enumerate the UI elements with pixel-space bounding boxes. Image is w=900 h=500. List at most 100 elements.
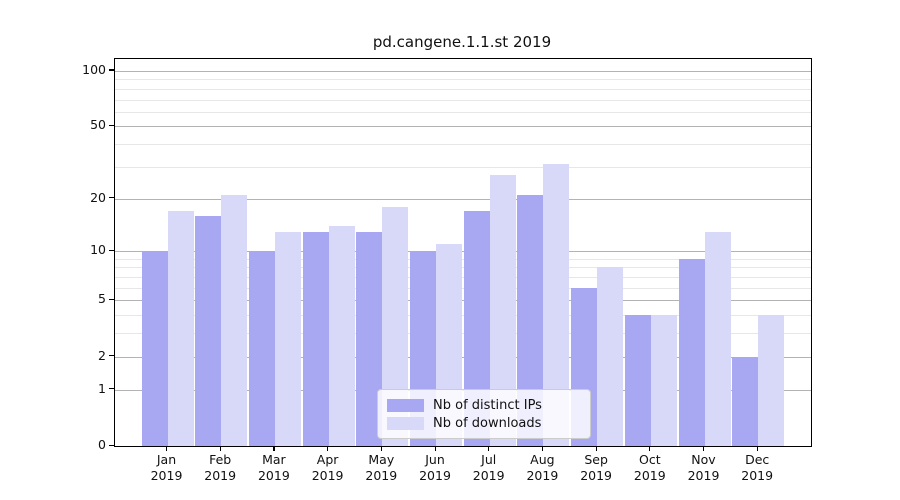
x-tick-mark [273,446,275,451]
x-tick-year: 2019 [741,468,774,483]
legend-swatch-distinct-ips [387,398,424,412]
bar-distinct-ips-mar [248,251,275,446]
legend-item-distinct-ips: Nb of distinct IPs [387,396,580,414]
minor-gridline [115,287,811,289]
plot-area [114,58,812,447]
x-tick-label-aug: Aug 2019 [512,452,572,484]
x-tick-year: 2019 [150,468,183,483]
x-tick-year: 2019 [311,468,344,483]
x-tick-year: 2019 [472,468,505,483]
x-tick-month: Oct [638,452,661,467]
major-gridline [115,356,811,358]
x-tick-year: 2019 [204,468,237,483]
minor-gridline [115,111,811,113]
x-tick-label-sep: Sep 2019 [566,452,626,484]
x-tick-label-nov: Nov 2019 [674,452,734,484]
y-tick-label: 50 [90,117,106,133]
bar-distinct-ips-oct [624,315,651,446]
minor-gridline [115,144,811,146]
major-gridline [115,70,811,72]
y-tick-label: 1 [98,380,106,396]
major-gridline [115,126,811,128]
x-tick-mark [219,446,221,451]
x-tick-month: Jan [156,452,177,467]
bar-downloads-dec [758,315,785,446]
x-tick-mark [541,446,544,451]
chart-title: pd.cangene.1.1.st 2019 [372,33,552,51]
x-tick-label-oct: Oct 2019 [620,452,680,484]
bar-downloads-sep [597,267,624,446]
minor-gridline [115,276,811,278]
x-tick-year: 2019 [526,468,559,483]
x-tick-mark [649,446,651,451]
bar-downloads-feb [221,194,248,446]
x-tick-mark [166,446,168,451]
bar-downloads-nov [704,231,731,446]
x-tick-label-jun: Jun 2019 [405,452,465,484]
x-tick-mark [756,446,758,451]
x-tick-label-dec: Dec 2019 [727,452,787,484]
x-tick-mark [595,446,597,451]
y-tick-label: 2 [98,347,106,363]
x-tick-year: 2019 [580,468,612,483]
y-tick-label: 20 [90,189,106,205]
major-gridline [115,300,811,302]
x-tick-year: 2019 [365,468,398,483]
y-tick-mark [109,298,114,301]
bar-distinct-ips-feb [195,215,222,446]
y-tick-mark [109,124,114,127]
minor-gridline [115,315,811,317]
x-tick-mark [488,446,490,451]
x-tick-month: Dec [745,452,770,467]
x-tick-month: Apr [316,452,339,467]
x-tick-month: Aug [530,452,555,467]
legend-item-downloads: Nb of downloads [387,414,580,432]
x-tick-mark [434,446,436,451]
minor-gridline [115,99,811,101]
x-tick-year: 2019 [633,468,666,483]
y-tick-mark [109,197,114,199]
x-tick-month: Jul [481,452,497,467]
x-tick-year: 2019 [687,468,720,483]
y-tick-label: 100 [82,61,106,77]
bar-distinct-ips-nov [678,258,705,446]
x-tick-month: Jun [425,452,445,467]
minor-gridline [115,166,811,168]
minor-gridline [115,258,811,260]
x-tick-month: Sep [584,452,608,467]
bar-downloads-mar [274,231,301,446]
legend: Nb of distinct IPs Nb of downloads [377,389,591,439]
y-tick-label: 0 [98,437,106,452]
x-tick-mark [327,446,329,451]
minor-gridline [115,88,811,90]
minor-gridline [115,333,811,335]
x-tick-month: Nov [691,452,716,467]
legend-swatch-downloads [387,416,424,430]
legend-label: Nb of distinct IPs [433,397,542,413]
x-tick-mark [380,446,382,451]
x-tick-label-mar: Mar 2019 [244,452,304,484]
major-gridline [115,198,811,200]
x-tick-label-apr: Apr 2019 [298,452,358,484]
x-tick-mark [703,446,705,451]
x-tick-label-may: May 2019 [351,452,411,484]
y-tick-mark [109,69,114,71]
x-tick-month: May [368,452,395,467]
minor-gridline [115,79,811,81]
bar-distinct-ips-dec [732,356,759,446]
x-tick-year: 2019 [419,468,451,483]
x-tick-label-feb: Feb 2019 [190,452,250,484]
x-tick-year: 2019 [257,468,290,483]
bar-downloads-jan [167,211,194,446]
bar-distinct-ips-jan [141,251,168,446]
y-tick-label: 5 [98,291,106,307]
y-tick-mark [109,355,114,357]
x-tick-label-jan: Jan 2019 [137,452,197,484]
major-gridline [115,251,811,253]
x-tick-month: Mar [262,452,286,467]
bar-downloads-oct [650,315,677,446]
y-tick-mark [109,444,114,446]
y-tick-mark [109,388,114,390]
bar-downloads-apr [328,225,355,446]
bar-distinct-ips-apr [302,231,329,446]
